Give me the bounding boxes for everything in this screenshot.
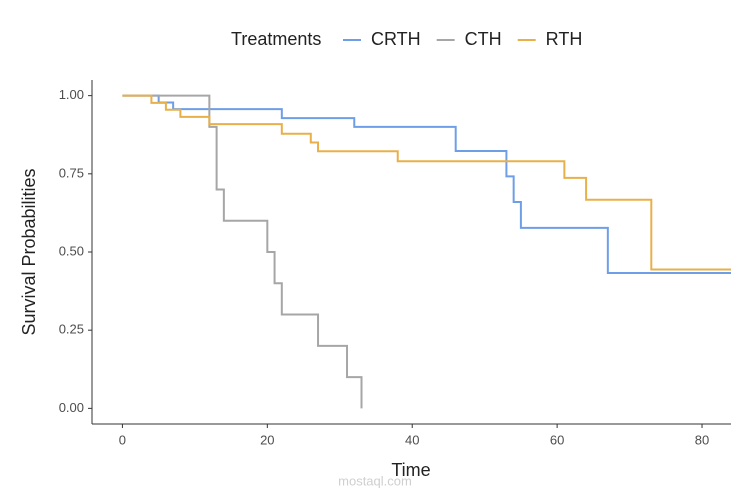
x-tick-label: 40 — [405, 432, 419, 447]
survival-curve — [122, 94, 731, 271]
legend-label: CTH — [465, 29, 502, 49]
y-tick-label: 0.00 — [59, 400, 84, 415]
y-axis-title: Survival Probabilities — [19, 168, 39, 335]
survival-curve — [122, 94, 363, 409]
y-tick-label: 0.75 — [59, 165, 84, 180]
survival-curve — [122, 94, 731, 274]
x-tick-label: 20 — [260, 432, 274, 447]
legend-title: Treatments — [231, 29, 321, 49]
y-tick-label: 1.00 — [59, 87, 84, 102]
legend-label: CRTH — [371, 29, 421, 49]
y-tick-label: 0.50 — [59, 243, 84, 258]
x-axis-title: Time — [391, 460, 430, 480]
x-tick-label: 0 — [119, 432, 126, 447]
legend-label: RTH — [546, 29, 583, 49]
x-tick-label: 80 — [695, 432, 709, 447]
y-tick-label: 0.25 — [59, 322, 84, 337]
x-tick-label: 60 — [550, 432, 564, 447]
watermark: mostaql.com — [338, 473, 412, 488]
